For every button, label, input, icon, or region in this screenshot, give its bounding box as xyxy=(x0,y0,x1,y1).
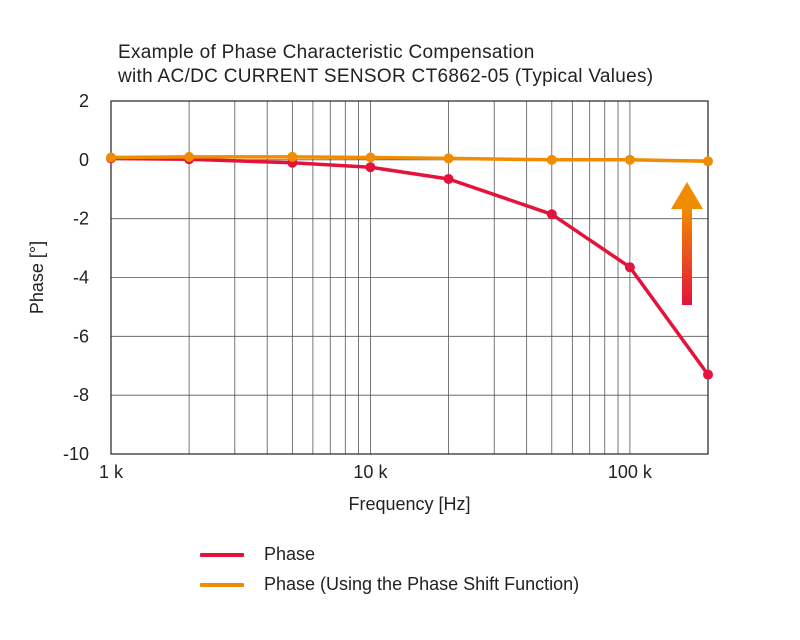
series-line-0 xyxy=(109,156,710,377)
chart-title-line-2: with AC/DC CURRENT SENSOR CT6862-05 (Typ… xyxy=(118,66,654,87)
legend-item-phase: Phase xyxy=(200,544,315,565)
arrow-head xyxy=(671,182,703,209)
series-point-0 xyxy=(624,262,635,273)
series-point-1 xyxy=(546,154,557,165)
legend-item-phase-shift: Phase (Using the Phase Shift Function) xyxy=(200,574,579,595)
x-tick-label: 100 k xyxy=(608,462,653,482)
chart-title-line-1: Example of Phase Characteristic Compensa… xyxy=(118,42,535,63)
legend-swatch-phase-shift xyxy=(200,582,244,587)
series-point-1 xyxy=(287,151,298,162)
legend-label-phase-shift: Phase (Using the Phase Shift Function) xyxy=(264,574,580,594)
y-tick-label: -2 xyxy=(73,209,89,229)
x-tick-labels: 1 k 10 k 100 k xyxy=(99,462,653,482)
series-point-1 xyxy=(106,152,116,163)
improvement-arrow xyxy=(671,182,703,305)
x-tick-label: 1 k xyxy=(99,462,124,482)
x-axis-label: Frequency [Hz] xyxy=(348,494,470,514)
series-line-1 xyxy=(109,155,710,164)
series-point-0 xyxy=(546,209,557,220)
legend-swatch-phase xyxy=(200,552,244,557)
plot-frame xyxy=(110,100,709,455)
y-tick-label: -10 xyxy=(63,444,89,464)
y-tick-label: 2 xyxy=(79,91,89,111)
grid xyxy=(110,100,709,455)
series-point-1 xyxy=(184,151,195,162)
y-axis-label: Phase [°] xyxy=(27,241,47,314)
series-layer xyxy=(106,151,713,380)
series-point-1 xyxy=(624,154,635,165)
series-point-1 xyxy=(703,156,713,167)
y-tick-label: 0 xyxy=(79,150,89,170)
series-point-0 xyxy=(365,162,376,173)
y-tick-label: -6 xyxy=(73,326,89,346)
series-point-0 xyxy=(443,173,454,184)
series-point-1 xyxy=(443,153,454,164)
x-tick-label: 10 k xyxy=(353,462,388,482)
y-tick-label: -8 xyxy=(73,385,89,405)
series-point-1 xyxy=(365,152,376,163)
y-tick-labels: 2 0 -2 -4 -6 -8 -10 xyxy=(63,91,89,464)
y-tick-label: -4 xyxy=(73,268,89,288)
series-point-0 xyxy=(703,369,713,380)
legend-label-phase: Phase xyxy=(264,544,316,564)
arrow-shaft xyxy=(682,208,692,305)
